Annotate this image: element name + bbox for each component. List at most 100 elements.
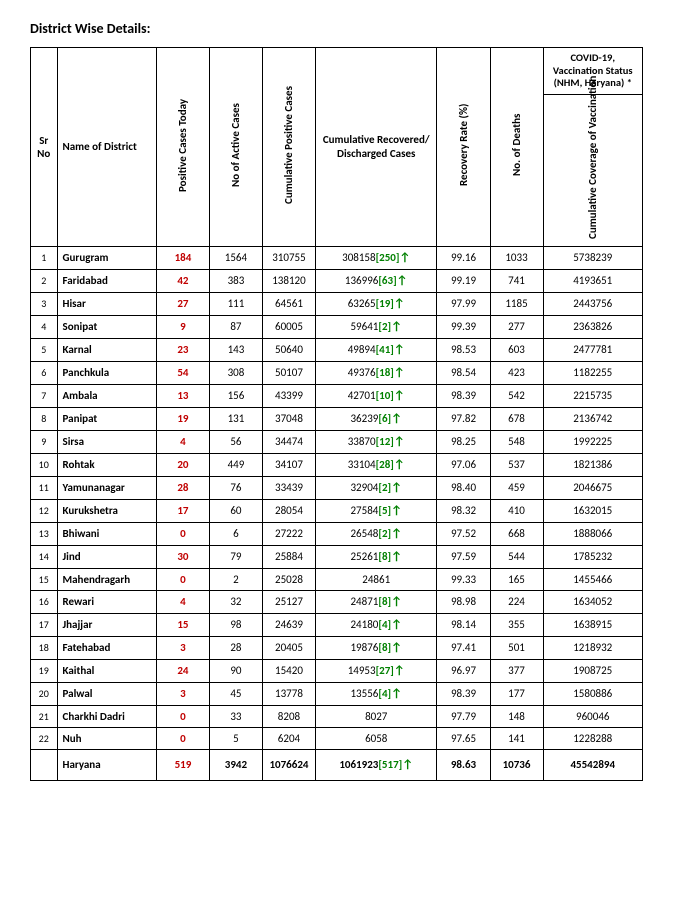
cell-recov: 14953[27]↑ xyxy=(315,659,437,682)
table-row: 15Mahendragarh02250282486199.33165145546… xyxy=(31,568,643,590)
cell-today: 9 xyxy=(156,315,209,338)
cell-recov: 27584[5]↑ xyxy=(315,499,437,522)
cell-vacc: 1992225 xyxy=(543,430,642,453)
cell-vacc: 1821386 xyxy=(543,453,642,476)
cell-today: 184 xyxy=(156,246,209,269)
cell-recov: 49894[41]↑ xyxy=(315,338,437,361)
cell-recov: 36239[6]↑ xyxy=(315,407,437,430)
cell-recov: 26548[2]↑ xyxy=(315,522,437,545)
table-row: 2Faridabad42383138120136996[63]↑99.19741… xyxy=(31,269,643,292)
cell-district: Kurukshetra xyxy=(57,499,156,522)
cell-active: 111 xyxy=(209,292,262,315)
cell-active: 98 xyxy=(209,613,262,636)
cell-vacc: 1632015 xyxy=(543,499,642,522)
cell-rate: 98.39 xyxy=(437,384,490,407)
cell-active: 33 xyxy=(209,705,262,727)
cell-cumpos: 50640 xyxy=(262,338,315,361)
cell-rate: 97.41 xyxy=(437,636,490,659)
cell-recov: 25261[8]↑ xyxy=(315,545,437,568)
cell-active: 5 xyxy=(209,727,262,749)
table-row: 9Sirsa4563447433870[12]↑98.255481992225 xyxy=(31,430,643,453)
col-rate: Recovery Rate (%) xyxy=(437,48,490,247)
cell-recov: 24861 xyxy=(315,568,437,590)
cell-today: 519 xyxy=(156,749,209,780)
cell-sr: 1 xyxy=(31,246,58,269)
district-table: Sr No Name of District Positive Cases To… xyxy=(30,47,643,781)
cell-cumpos: 1076624 xyxy=(262,749,315,780)
table-row: 3Hisar271116456163265[19]↑97.99118524437… xyxy=(31,292,643,315)
cell-sr: 15 xyxy=(31,568,58,590)
table-row: 16Rewari4322512724871[8]↑98.982241634052 xyxy=(31,590,643,613)
cell-sr: 3 xyxy=(31,292,58,315)
cell-sr: 2 xyxy=(31,269,58,292)
cell-district: Panchkula xyxy=(57,361,156,384)
cell-district: Jhajjar xyxy=(57,613,156,636)
cell-district: Karnal xyxy=(57,338,156,361)
cell-rate: 98.53 xyxy=(437,338,490,361)
cell-recov: 42701[10]↑ xyxy=(315,384,437,407)
table-row: 17Jhajjar15982463924180[4]↑98.1435516389… xyxy=(31,613,643,636)
cell-district: Mahendragarh xyxy=(57,568,156,590)
cell-today: 54 xyxy=(156,361,209,384)
cell-active: 76 xyxy=(209,476,262,499)
cell-deaths: 668 xyxy=(490,522,543,545)
cell-cumpos: 37048 xyxy=(262,407,315,430)
cell-sr: 20 xyxy=(31,682,58,705)
cell-cumpos: 13778 xyxy=(262,682,315,705)
cell-sr: 16 xyxy=(31,590,58,613)
cell-rate: 96.97 xyxy=(437,659,490,682)
cell-today: 13 xyxy=(156,384,209,407)
cell-today: 3 xyxy=(156,682,209,705)
cell-recov: 1061923[517]↑ xyxy=(315,749,437,780)
cell-district: Gurugram xyxy=(57,246,156,269)
cell-recov: 49376[18]↑ xyxy=(315,361,437,384)
cell-active: 3942 xyxy=(209,749,262,780)
cell-today: 0 xyxy=(156,522,209,545)
cell-deaths: 544 xyxy=(490,545,543,568)
col-today: Positive Cases Today xyxy=(156,48,209,247)
cell-sr: 17 xyxy=(31,613,58,636)
cell-cumpos: 64561 xyxy=(262,292,315,315)
cell-vacc: 2477781 xyxy=(543,338,642,361)
table-row: 11Yamunanagar28763343932904[2]↑98.404592… xyxy=(31,476,643,499)
cell-deaths: 224 xyxy=(490,590,543,613)
cell-cumpos: 25028 xyxy=(262,568,315,590)
table-row: 21Charkhi Dadri0338208802797.79148960046 xyxy=(31,705,643,727)
cell-vacc: 1888066 xyxy=(543,522,642,545)
cell-sr: 19 xyxy=(31,659,58,682)
cell-today: 28 xyxy=(156,476,209,499)
cell-active: 449 xyxy=(209,453,262,476)
cell-deaths: 423 xyxy=(490,361,543,384)
cell-active: 32 xyxy=(209,590,262,613)
cell-rate: 98.98 xyxy=(437,590,490,613)
cell-today: 42 xyxy=(156,269,209,292)
cell-vacc: 1580886 xyxy=(543,682,642,705)
cell-recov: 63265[19]↑ xyxy=(315,292,437,315)
cell-sr: 10 xyxy=(31,453,58,476)
table-row: 13Bhiwani062722226548[2]↑97.526681888066 xyxy=(31,522,643,545)
cell-district: Charkhi Dadri xyxy=(57,705,156,727)
cell-sr: 14 xyxy=(31,545,58,568)
cell-today: 17 xyxy=(156,499,209,522)
cell-vacc: 5738239 xyxy=(543,246,642,269)
table-row: 4Sonipat9876000559641[2]↑99.392772363826 xyxy=(31,315,643,338)
cell-deaths: 165 xyxy=(490,568,543,590)
cell-recov: 59641[2]↑ xyxy=(315,315,437,338)
cell-today: 0 xyxy=(156,727,209,749)
cell-cumpos: 310755 xyxy=(262,246,315,269)
table-row: 20Palwal3451377813556[4]↑98.391771580886 xyxy=(31,682,643,705)
table-row: 6Panchkula543085010749376[18]↑98.5442311… xyxy=(31,361,643,384)
cell-rate: 97.82 xyxy=(437,407,490,430)
cell-vacc: 1908725 xyxy=(543,659,642,682)
cell-active: 2 xyxy=(209,568,262,590)
cell-rate: 98.40 xyxy=(437,476,490,499)
cell-today: 20 xyxy=(156,453,209,476)
cell-vacc: 1228288 xyxy=(543,727,642,749)
cell-recov: 6058 xyxy=(315,727,437,749)
cell-deaths: 377 xyxy=(490,659,543,682)
col-vacc: Cumulative Coverage of Vaccination xyxy=(543,94,642,246)
cell-cumpos: 25884 xyxy=(262,545,315,568)
cell-cumpos: 28054 xyxy=(262,499,315,522)
cell-rate: 99.19 xyxy=(437,269,490,292)
cell-cumpos: 43399 xyxy=(262,384,315,407)
